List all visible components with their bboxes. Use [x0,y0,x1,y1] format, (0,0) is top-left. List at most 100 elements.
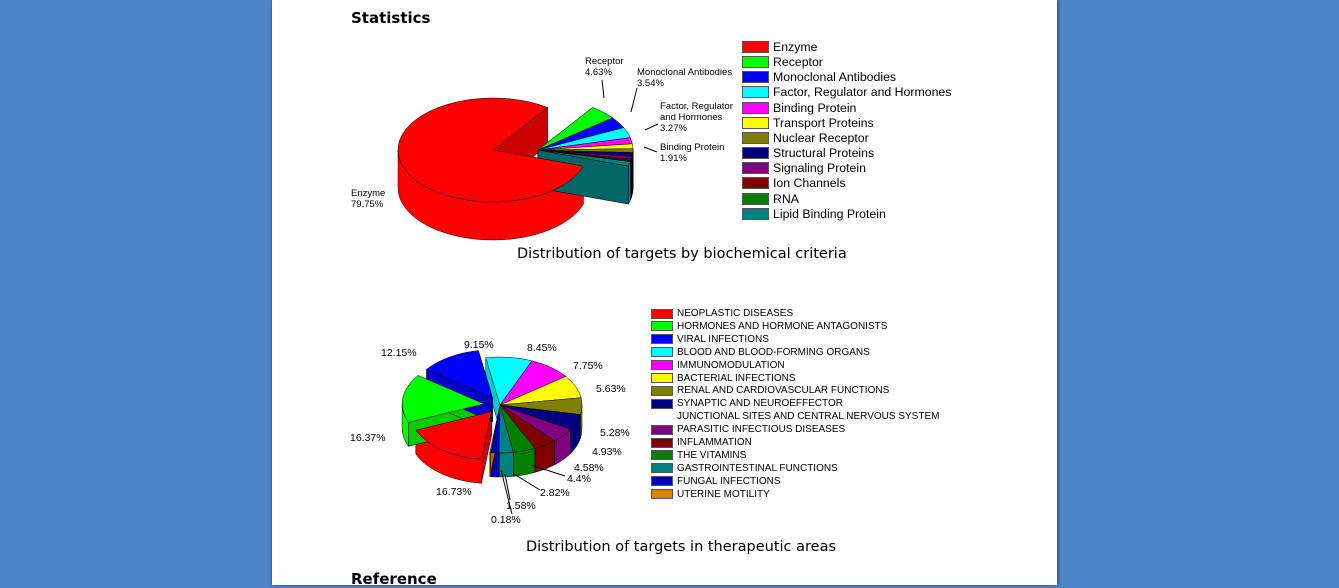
arrow-2.82 [514,474,540,490]
legend-item: Factor, Regulator and Hormones [742,85,951,99]
data-label: 5.28% [600,427,630,439]
legend-item: Binding Protein [742,101,856,115]
legend-label-continuation: JUNCTIONAL SITES AND CENTRAL NERVOUS SYS… [677,411,939,422]
legend-swatch [651,347,673,357]
arrow-receptor [602,80,604,98]
legend-swatch [742,117,769,129]
legend-swatch [742,208,769,220]
data-label: 16.37% [350,432,386,444]
arrow-factor [645,124,658,130]
legend-label: Binding Protein [773,101,856,115]
legend-item: THE VITAMINS [651,450,746,461]
legend-swatch [742,177,769,189]
legend-item: RNA [742,192,799,206]
legend-item: VIRAL INFECTIONS [651,334,769,345]
legend-label: Nuclear Receptor [773,131,869,145]
data-label: 16.73% [436,486,472,498]
legend-item: Signaling Protein [742,161,866,175]
legend-swatch [742,41,769,53]
legend-item: IMMUNOMODULATION [651,360,785,371]
legend-label: Lipid Binding Protein [773,207,886,221]
legend-item: INFLAMMATION [651,437,752,448]
legend-item: FUNGAL INFECTIONS [651,476,781,487]
legend-item: BLOOD AND BLOOD-FORMING ORGANS [651,347,870,358]
legend-item: Monoclonal Antibodies [742,70,896,84]
data-label: 5.63% [596,383,626,395]
legend-swatch [742,102,769,114]
legend-label: Ion Channels [773,176,845,190]
legend-swatch [651,309,673,319]
data-label: 9.15% [464,339,494,351]
legend-label: Signaling Protein [773,161,866,175]
legend-label: Enzyme [773,40,817,54]
chart-title-therapeutic: Distribution of targets in therapeutic a… [526,539,836,555]
data-label: 7.75% [573,360,603,372]
legend-item: SYNAPTIC AND NEUROEFFECTOR [651,398,843,409]
legend-item: Transport Proteins [742,116,874,130]
legend-swatch [742,71,769,83]
legend-item: GASTROINTESTINAL FUNCTIONS [651,463,838,474]
legend-label: BLOOD AND BLOOD-FORMING ORGANS [677,347,870,358]
legend-swatch [651,438,673,448]
legend-label: IMMUNOMODULATION [677,360,785,371]
data-label: 1.58% [506,500,536,512]
legend-swatch [651,360,673,370]
legend-item: Receptor [742,55,823,69]
legend-swatch [742,86,769,98]
legend-label: BACTERIAL INFECTIONS [677,373,796,384]
legend-label: RENAL AND CARDIOVASCULAR FUNCTIONS [677,385,889,396]
data-label: 0.18% [491,514,521,526]
legend-label: NEOPLASTIC DISEASES [677,308,793,319]
legend-swatch [742,193,769,205]
pie-slice-side [499,452,513,477]
arrow-binding [644,147,657,152]
legend-item: NEOPLASTIC DISEASES [651,308,793,319]
pie-chart-therapeutic [402,351,582,484]
pie-slice-side [513,448,535,476]
legend-swatch [742,147,769,159]
legend-label: Structural Proteins [773,146,874,160]
pie-chart-biochemical [398,98,633,240]
legend-swatch [651,425,673,435]
legend-label: PARASITIC INFECTIOUS DISEASES [677,424,845,435]
legend-swatch [651,463,673,473]
reference-heading: Reference [351,570,437,588]
legend-swatch [651,399,673,409]
legend-swatch [651,489,673,499]
legend-label: RNA [773,192,799,206]
data-label: 2.82% [540,487,570,499]
legend-swatch [651,334,673,344]
legend-swatch [742,132,769,144]
legend-label: Monoclonal Antibodies [773,70,896,84]
legend-label: VIRAL INFECTIONS [677,334,769,345]
legend-label: THE VITAMINS [677,450,746,461]
legend-swatch [651,373,673,383]
legend-label: INFLAMMATION [677,437,752,448]
legend-label: Factor, Regulator and Hormones [773,85,951,99]
legend-swatch [651,450,673,460]
legend-item: Nuclear Receptor [742,131,869,145]
legend-label: SYNAPTIC AND NEUROEFFECTOR [677,398,843,409]
chart-title-biochemical: Distribution of targets by biochemical c… [517,246,847,262]
legend-label: FUNGAL INFECTIONS [677,476,781,487]
legend-label: Transport Proteins [773,116,874,130]
legend-item: Structural Proteins [742,146,874,160]
data-label: 4.4% [567,473,591,485]
legend-label: HORMONES AND HORMONE ANTAGONISTS [677,321,887,332]
legend-swatch [742,162,769,174]
legend-item: HORMONES AND HORMONE ANTAGONISTS [651,321,887,332]
legend-label: Receptor [773,55,823,69]
legend-swatch [651,321,673,331]
legend-item: RENAL AND CARDIOVASCULAR FUNCTIONS [651,385,889,396]
arrow-monoclonal [631,88,637,112]
legend-label: GASTROINTESTINAL FUNCTIONS [677,463,838,474]
pie-slice-side [628,162,630,204]
data-label: 12.15% [381,347,417,359]
legend-item: Lipid Binding Protein [742,207,886,221]
data-label: 8.45% [527,342,557,354]
legend-swatch [651,476,673,486]
